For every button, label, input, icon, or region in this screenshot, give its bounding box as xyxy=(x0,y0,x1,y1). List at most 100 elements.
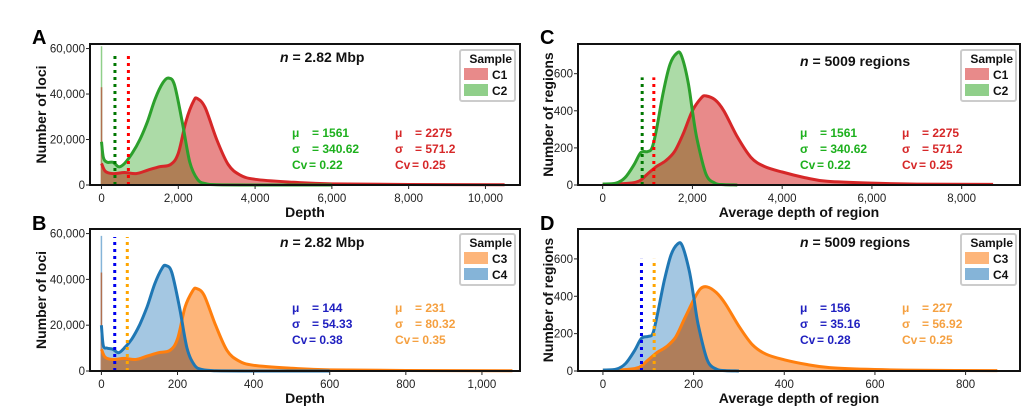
histogram-area-c4 xyxy=(602,242,739,371)
legend: Sample C3 C4 xyxy=(960,233,1017,286)
stat-symbol-c3: σ xyxy=(902,317,910,331)
stat-value-c4: = 144 xyxy=(312,301,343,315)
stat-value-c2: = 1561 xyxy=(820,126,857,140)
n-value: = 2.82 Mbp xyxy=(289,49,365,65)
stat-symbol-c2: σ xyxy=(292,142,300,156)
stat-symbol-c1: σ xyxy=(902,142,910,156)
panel-b: 0 20,000 40,000 60,000 0 200 400 600 800 1,000 Dep… xyxy=(32,213,521,406)
panel-c: 0 200 400 600 0 2,000 4,000 6,000 8,000 Average d… xyxy=(540,27,1021,220)
legend-swatch-c4 xyxy=(965,268,989,280)
stat-symbol-c1: μ xyxy=(395,126,402,140)
x-tick-label: 2,000 xyxy=(164,193,193,205)
histogram-area-c1 xyxy=(101,97,505,185)
stat-symbol-c3: μ xyxy=(902,301,909,315)
y-axis-title: Number of loci xyxy=(33,251,49,349)
n-symbol: n xyxy=(800,53,809,69)
n-value: = 5009 regions xyxy=(809,53,911,69)
x-tick-label: 4,000 xyxy=(768,193,797,205)
stat-value-c2: = 340.62 xyxy=(820,142,867,156)
y-tick-label: 60,000 xyxy=(50,44,85,56)
stat-value-c1: = 571.2 xyxy=(415,142,456,156)
histogram-overlap-area xyxy=(602,115,994,185)
y-tick-label: 0 xyxy=(567,180,573,192)
legend-title: Sample xyxy=(469,236,512,250)
legend-label-c4: C4 xyxy=(993,268,1009,282)
histogram-area-c2 xyxy=(602,51,738,185)
stat-value-c3: = 227 xyxy=(922,301,953,315)
stat-value-c3: = 231 xyxy=(415,301,446,315)
legend-swatch-c3 xyxy=(965,252,989,264)
density-line-c4 xyxy=(602,241,739,373)
y-axis-title: Number of regions xyxy=(540,238,556,363)
sample-size-annotation: n = 2.82 Mbp xyxy=(280,234,364,250)
legend-label-c3: C3 xyxy=(993,252,1009,266)
x-tick-label: 400 xyxy=(775,379,794,391)
panel-letter: C xyxy=(540,27,554,49)
histogram-area-c3 xyxy=(101,288,513,371)
legend-swatch-c4 xyxy=(464,268,488,280)
panel-letter: A xyxy=(32,27,46,49)
n-symbol: n xyxy=(280,234,289,250)
stat-symbol-c2: Cv xyxy=(800,158,816,172)
x-tick-label: 200 xyxy=(684,379,703,391)
x-tick-label: 6,000 xyxy=(858,193,887,205)
n-symbol: n xyxy=(800,234,809,250)
stat-symbol-c1: σ xyxy=(395,142,403,156)
stat-value-c3: = 80.32 xyxy=(415,317,456,331)
x-axis-title: Depth xyxy=(285,390,325,406)
stat-symbol-c3: σ xyxy=(395,317,403,331)
stat-value-c1: = 0.25 xyxy=(412,158,446,172)
stat-symbol-c2: Cv xyxy=(292,158,308,172)
legend-swatch-c2 xyxy=(965,84,989,96)
stat-value-c2: = 0.22 xyxy=(309,158,343,172)
y-tick-label: 60,000 xyxy=(50,229,85,241)
x-tick-label: 800 xyxy=(396,379,415,391)
legend: Sample C1 C2 xyxy=(459,49,516,102)
panel-letter: D xyxy=(540,213,554,235)
stat-symbol-c4: σ xyxy=(292,317,300,331)
stat-value-c1: = 571.2 xyxy=(922,142,963,156)
legend-title: Sample xyxy=(970,236,1013,250)
stat-symbol-c3: μ xyxy=(395,301,402,315)
x-tick-label: 0 xyxy=(98,193,104,205)
x-tick-label: 1,000 xyxy=(468,379,497,391)
n-value: = 5009 regions xyxy=(809,234,911,250)
density-line-c2 xyxy=(602,50,738,187)
y-tick-label: 0 xyxy=(567,366,573,378)
density-line-c1 xyxy=(602,94,994,186)
stat-value-c3: = 0.25 xyxy=(919,333,953,347)
x-axis-title: Average depth of region xyxy=(719,390,880,406)
stat-symbol-c4: μ xyxy=(292,301,299,315)
legend-label-c2: C2 xyxy=(993,84,1009,98)
x-tick-label: 2,000 xyxy=(678,193,707,205)
x-axis-title: Average depth of region xyxy=(719,204,880,220)
stat-symbol-c2: σ xyxy=(800,142,808,156)
stat-value-c4: = 0.28 xyxy=(817,333,851,347)
stat-symbol-c1: Cv xyxy=(902,158,918,172)
x-tick-label: 4,000 xyxy=(241,193,270,205)
histogram-area-c2 xyxy=(101,78,332,185)
x-tick-label: 0 xyxy=(600,379,606,391)
stat-symbol-c2: μ xyxy=(800,126,807,140)
stat-symbol-c4: μ xyxy=(800,301,807,315)
x-tick-label: 8,000 xyxy=(947,193,976,205)
sample-size-annotation: n = 5009 regions xyxy=(800,53,910,69)
stat-symbol-c2: μ xyxy=(292,126,299,140)
x-tick-label: 6,000 xyxy=(317,193,346,205)
x-tick-label: 800 xyxy=(956,379,975,391)
legend-swatch-c2 xyxy=(464,84,488,96)
plot-border xyxy=(577,43,1021,186)
x-tick-label: 0 xyxy=(599,193,605,205)
panel-letter: B xyxy=(32,213,46,235)
plot-border xyxy=(89,43,521,186)
legend-swatch-c3 xyxy=(464,252,488,264)
plot-border xyxy=(577,228,1021,372)
legend: Sample C3 C4 xyxy=(459,233,516,286)
legend-label-c1: C1 xyxy=(993,68,1009,82)
y-tick-label: 40,000 xyxy=(50,89,85,101)
stat-value-c4: = 156 xyxy=(820,301,851,315)
panel-d: 0 200 400 600 0 200 400 600 800 Average depth of … xyxy=(540,213,1021,406)
sample-size-annotation: n = 5009 regions xyxy=(800,234,910,250)
histogram-area-c4 xyxy=(101,265,330,371)
legend-title: Sample xyxy=(970,52,1013,66)
